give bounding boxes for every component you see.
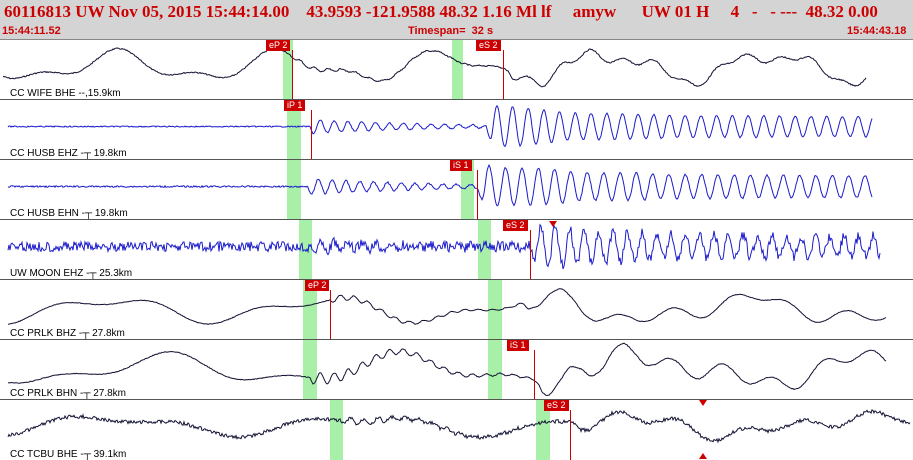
pick-label-is[interactable]: iS 1 xyxy=(450,160,472,171)
pick-marker-line xyxy=(330,290,331,339)
channel-label: CC HUSB EHN -┬ 19.8km xyxy=(10,208,128,219)
s-window-band xyxy=(452,40,463,99)
trace-panel-wife-bhe[interactable]: eP 2 eS 2 CC WIFE BHE --,15.9km xyxy=(0,40,913,100)
p-window-band xyxy=(287,160,301,219)
s-window-band xyxy=(488,340,502,399)
trace-panel-tcbu-bhe[interactable]: eS 2 CC TCBU BHE -┬ 39.1km xyxy=(0,400,913,460)
waveform-trace xyxy=(7,104,873,148)
pick-label-ip[interactable]: iP 1 xyxy=(284,100,306,111)
pick-label-ep[interactable]: eP 2 xyxy=(305,280,330,291)
trace-panel-prlk-bhn[interactable]: iS 1 CC PRLK BHN -┬ 27.8km xyxy=(0,340,913,400)
end-time: 15:44:43.18 xyxy=(847,25,907,37)
pick-marker-line xyxy=(534,350,535,399)
s-window-band xyxy=(478,220,491,279)
pick-label-is[interactable]: iS 1 xyxy=(507,340,529,351)
channel-label: CC PRLK BHZ -┬ 27.8km xyxy=(10,328,125,339)
amplitude-marker-icon xyxy=(549,221,557,227)
channel-label: CC TCBU BHE -┬ 39.1km xyxy=(10,449,127,460)
pick-marker-line xyxy=(503,50,504,99)
amplitude-marker-icon xyxy=(699,453,707,459)
channel-label: CC HUSB EHZ -┬ 19.8km xyxy=(10,148,127,159)
pick-label-ep[interactable]: eP 2 xyxy=(266,40,291,51)
pick-label-es[interactable]: eS 2 xyxy=(476,40,501,51)
s-window-band xyxy=(536,400,550,460)
waveform-trace xyxy=(7,409,911,444)
pick-label-es[interactable]: eS 2 xyxy=(544,400,569,411)
event-title: 60116813 UW Nov 05, 2015 15:44:14.00 43.… xyxy=(4,2,878,21)
pick-marker-line xyxy=(530,230,531,279)
pick-label-es[interactable]: eS 2 xyxy=(503,220,528,231)
trace-panel-prlk-bhz[interactable]: eP 2 CC PRLK BHZ -┬ 27.8km xyxy=(0,280,913,340)
p-window-band xyxy=(287,100,301,159)
channel-label: CC PRLK BHN -┬ 27.8km xyxy=(10,388,127,399)
timespan-label: Timespan= 32 s xyxy=(408,25,494,37)
p-window-band xyxy=(299,220,312,279)
p-window-band xyxy=(283,40,293,99)
s-window-band xyxy=(461,160,474,219)
waveform-trace xyxy=(2,47,867,88)
trace-panel-husb-ehz[interactable]: iP 1 CC HUSB EHZ -┬ 19.8km xyxy=(0,100,913,160)
waveform-trace xyxy=(7,163,873,207)
waveform-trace xyxy=(7,223,881,270)
pick-marker-line xyxy=(570,410,571,460)
waveform-trace xyxy=(7,342,887,396)
event-header: 60116813 UW Nov 05, 2015 15:44:14.00 43.… xyxy=(0,0,913,40)
p-window-band xyxy=(330,400,343,460)
waveform-trace xyxy=(7,288,887,325)
channel-label: UW MOON EHZ -┬ 25.3km xyxy=(10,268,133,279)
pick-marker-line xyxy=(311,110,312,159)
channel-label: CC WIFE BHE --,15.9km xyxy=(10,88,121,99)
trace-panel-husb-ehn[interactable]: iS 1 CC HUSB EHN -┬ 19.8km xyxy=(0,160,913,220)
trace-panel-moon-ehz[interactable]: eS 2 UW MOON EHZ -┬ 25.3km xyxy=(0,220,913,280)
amplitude-marker-icon xyxy=(699,400,707,406)
p-window-band xyxy=(303,280,317,339)
start-time: 15:44:11.52 xyxy=(2,25,61,37)
pick-marker-line xyxy=(477,170,478,219)
pick-marker-line xyxy=(292,50,293,99)
